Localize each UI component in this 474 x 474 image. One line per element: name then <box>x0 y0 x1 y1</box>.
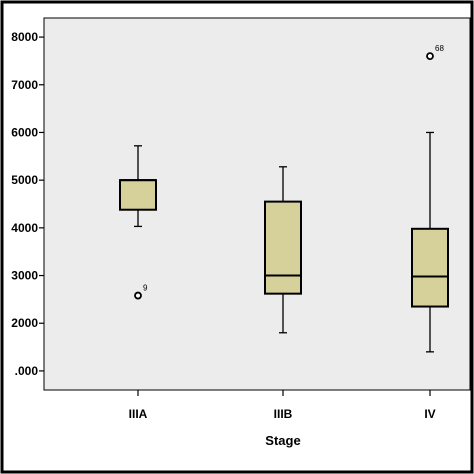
outlier-label: 68 <box>435 44 444 53</box>
boxplot-iv: 68 <box>411 44 449 353</box>
box <box>264 200 302 295</box>
x-axis: IIIA IIIB IV <box>129 390 436 421</box>
x-tick-label: IV <box>424 407 435 421</box>
box <box>119 179 157 211</box>
y-axis: .000 2000 3000 4000 5000 6000 7000 8000 <box>11 30 44 378</box>
y-tick-label: 2000 <box>11 316 38 330</box>
plot-area <box>43 17 471 391</box>
x-tick-label: IIIA <box>129 407 148 421</box>
y-tick-label: 4000 <box>11 221 38 235</box>
boxplot-iiia: 9 <box>119 145 157 300</box>
boxplot-iiib <box>264 166 302 334</box>
y-tick-label: 5000 <box>11 173 38 187</box>
box <box>411 227 449 308</box>
y-tick-label: 3000 <box>11 269 38 283</box>
boxplots: 9 68 <box>119 44 449 353</box>
outlier-point <box>426 52 434 61</box>
outlier-label: 9 <box>143 284 148 293</box>
y-tick-label: .000 <box>15 364 39 378</box>
x-axis-title: Stage <box>265 433 300 448</box>
y-tick-label: 6000 <box>11 125 38 139</box>
outlier-point <box>134 291 142 300</box>
y-tick-label: 8000 <box>11 30 38 44</box>
x-tick-label: IIIB <box>274 407 293 421</box>
y-tick-label: 7000 <box>11 78 38 92</box>
